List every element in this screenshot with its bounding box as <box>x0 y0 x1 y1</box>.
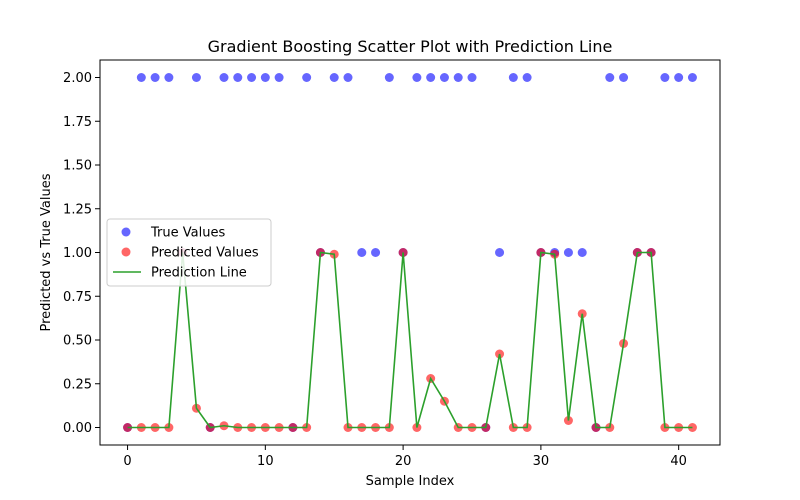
y-tick-label: 1.50 <box>63 159 92 174</box>
y-axis: 0.00 0.25 0.50 0.75 1.00 1.25 1.50 1.75 2.00 <box>63 71 100 436</box>
true-value-point <box>508 73 518 82</box>
x-tick-label: 0 <box>123 454 131 469</box>
x-tick-label: 40 <box>670 454 687 469</box>
predicted-value-point <box>123 423 133 432</box>
legend-label-predicted-values: Predicted Values <box>151 246 259 261</box>
legend-label-prediction-line: Prediction Line <box>151 266 247 281</box>
predicted-value-point <box>687 423 697 432</box>
plot-area <box>123 73 697 432</box>
true-value-point <box>660 73 670 82</box>
true-value-point <box>136 73 146 82</box>
x-axis-label: Sample Index <box>366 474 455 489</box>
true-value-point <box>302 73 312 82</box>
y-tick-label: 0.75 <box>63 290 92 305</box>
y-tick-label: 1.75 <box>63 115 92 130</box>
true-value-point <box>233 73 243 82</box>
true-value-point <box>329 73 339 82</box>
true-value-point <box>426 73 436 82</box>
x-tick-label: 30 <box>533 454 550 469</box>
true-value-point <box>467 73 477 82</box>
true-value-point <box>191 73 201 82</box>
true-value-point <box>343 73 353 82</box>
true-value-point <box>439 73 449 82</box>
legend: True Values Predicted Values Prediction Li… <box>106 218 272 287</box>
true-value-point <box>563 248 573 257</box>
true-value-point <box>412 73 422 82</box>
y-tick-label: 1.00 <box>63 246 92 261</box>
true-value-point <box>495 248 505 257</box>
true-value-point <box>164 73 174 82</box>
true-value-point <box>150 73 160 82</box>
y-tick-label: 0.00 <box>63 421 92 436</box>
true-value-point <box>619 73 629 82</box>
legend-label-true-values: True Values <box>150 226 225 241</box>
true-value-point <box>577 248 587 257</box>
legend-marker-true-values <box>121 227 131 237</box>
y-tick-label: 2.00 <box>63 71 92 86</box>
y-tick-label: 0.50 <box>63 334 92 349</box>
legend-box <box>106 218 272 287</box>
x-tick-label: 20 <box>395 454 412 469</box>
true-value-point <box>219 73 229 82</box>
true-value-point <box>247 73 257 82</box>
true-value-point <box>384 73 394 82</box>
prediction-line <box>127 251 693 429</box>
y-tick-label: 1.25 <box>63 202 92 217</box>
true-value-point <box>274 73 284 82</box>
true-value-point <box>605 73 615 82</box>
true-value-point <box>371 248 381 257</box>
legend-marker-predicted-values <box>121 247 131 257</box>
true-value-point <box>522 73 532 82</box>
true-value-point <box>260 73 270 82</box>
y-tick-label: 0.25 <box>63 377 92 392</box>
true-value-point <box>687 73 697 82</box>
true-value-point <box>453 73 463 82</box>
chart-title: Gradient Boosting Scatter Plot with Pred… <box>208 37 613 56</box>
y-axis-label: Predicted vs True Values <box>39 173 54 331</box>
x-tick-label: 10 <box>257 454 274 469</box>
true-value-point <box>674 73 684 82</box>
x-axis: 0 10 20 30 40 <box>123 445 687 469</box>
true-value-point <box>357 248 367 257</box>
